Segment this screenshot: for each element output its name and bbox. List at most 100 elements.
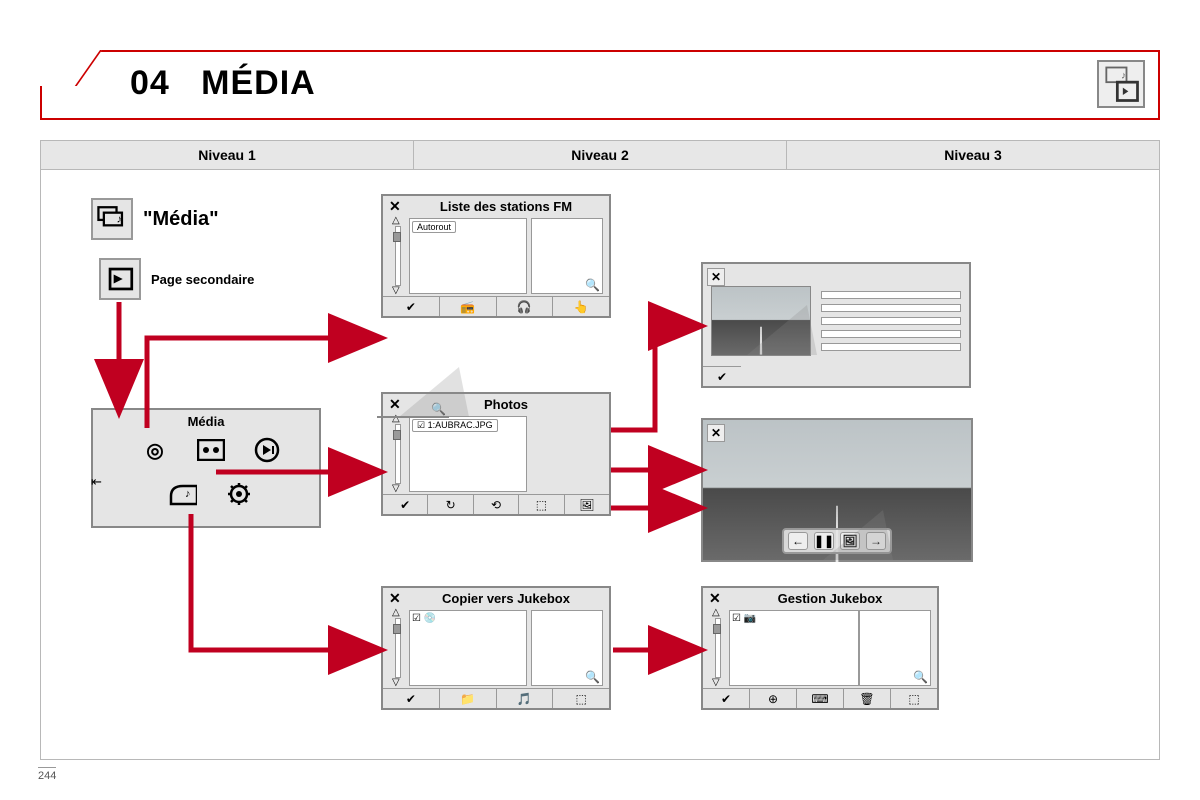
fm-btn-touch[interactable]: 👆: [553, 297, 609, 316]
info-panel[interactable]: ✕ ✔: [701, 262, 971, 388]
jb-btn-add[interactable]: ⊕: [750, 689, 797, 708]
copy-btn-music[interactable]: 🎵: [497, 689, 554, 708]
svg-text:♪: ♪: [117, 214, 122, 226]
scroll-thumb[interactable]: [713, 624, 721, 634]
copy-btn-confirm[interactable]: ✔: [383, 689, 440, 708]
secondary-page: Page secondaire: [99, 258, 254, 300]
fm-panel-title: Liste des stations FM: [409, 199, 603, 214]
scroll-down-icon[interactable]: ▽: [392, 286, 402, 296]
info-btn-confirm[interactable]: ✔: [703, 367, 741, 386]
close-icon[interactable]: ✕: [707, 424, 725, 442]
photos-btn-gallery[interactable]: 🖼: [565, 495, 609, 514]
chapter-title: 04 MÉDIA: [130, 64, 316, 103]
scroll-thumb[interactable]: [393, 232, 401, 242]
diagram-canvas: ♪ "Média" Page secondaire Média ⇤ ◎ ♪ ✕ …: [40, 170, 1160, 760]
close-icon[interactable]: ✕: [707, 268, 725, 286]
settings-icon[interactable]: [225, 481, 253, 507]
jukebox-buttons: ✔ ⊕ ⌨ 🗑 ⬚: [703, 688, 937, 708]
info-line: [821, 330, 961, 338]
viewer-next[interactable]: →: [866, 532, 886, 550]
jb-btn-rename[interactable]: ⌨: [797, 689, 844, 708]
scroll-up-icon[interactable]: △: [392, 216, 402, 226]
photos-btn-rotate[interactable]: ↻: [428, 495, 473, 514]
scroll-bar[interactable]: △ ▽: [391, 416, 403, 492]
fm-preview: 🔍: [531, 218, 603, 294]
fm-item-1[interactable]: Autorout: [412, 221, 456, 233]
hub-back-icon[interactable]: ⇤: [91, 474, 102, 490]
viewer-pause[interactable]: ❚❚: [814, 532, 834, 550]
fm-buttons: ✔ 📻 🎧 👆: [383, 296, 609, 316]
chapter-name: MÉDIA: [201, 64, 316, 102]
info-line: [821, 343, 961, 351]
secondary-page-icon: [99, 258, 141, 300]
radio-icon[interactable]: ◎: [141, 437, 169, 463]
scroll-thumb[interactable]: [393, 624, 401, 634]
scroll-down-icon[interactable]: ▽: [392, 484, 402, 494]
photos-list[interactable]: ☑ 1:AUBRAC.JPG: [409, 416, 527, 492]
scroll-bar[interactable]: △ ▽: [391, 610, 403, 686]
jb-btn-delete[interactable]: 🗑: [844, 689, 891, 708]
levels-header: Niveau 1 Niveau 2 Niveau 3: [40, 140, 1160, 170]
fm-panel[interactable]: ✕ Liste des stations FM △ ▽ Autorout 🔍 ✔…: [381, 194, 611, 318]
scroll-down-icon[interactable]: ▽: [392, 678, 402, 688]
magnify-icon[interactable]: 🔍: [585, 278, 600, 292]
copy-btn-folder[interactable]: 📁: [440, 689, 497, 708]
chapter-number: 04: [130, 64, 170, 102]
info-line: [821, 317, 961, 325]
jukebox-panel[interactable]: ✕ Gestion Jukebox △ ▽ ☑ 📷 🔍 ✔ ⊕ ⌨ 🗑 ⬚: [701, 586, 939, 710]
jukebox-panel-title: Gestion Jukebox: [729, 591, 931, 606]
jukebox-preview: 🔍: [859, 610, 931, 686]
copy-preview: 🔍: [531, 610, 603, 686]
level2-header: Niveau 2: [414, 141, 787, 169]
level1-header: Niveau 1: [41, 141, 414, 169]
info-line: [821, 291, 961, 299]
scroll-bar[interactable]: △ ▽: [711, 610, 723, 686]
fm-list[interactable]: Autorout: [409, 218, 527, 294]
info-fields: [821, 286, 961, 358]
scroll-bar[interactable]: △ ▽: [391, 218, 403, 294]
photos-icon[interactable]: [197, 437, 225, 463]
hub-title: Média: [93, 410, 319, 429]
jb-btn-select[interactable]: ⬚: [891, 689, 937, 708]
fm-btn-headphones[interactable]: 🎧: [497, 297, 554, 316]
photos-btn-rotate2[interactable]: ⟲: [474, 495, 519, 514]
magnify-icon[interactable]: 🔍: [431, 402, 446, 416]
photos-buttons: ✔ ↻ ⟲ ⬚ 🖼: [383, 494, 609, 514]
magnify-icon[interactable]: 🔍: [585, 670, 600, 684]
close-icon[interactable]: ✕: [389, 590, 401, 607]
fm-btn-radio[interactable]: 📻: [440, 297, 497, 316]
copy-list[interactable]: ☑ 💿: [409, 610, 527, 686]
play-icon[interactable]: [253, 437, 281, 463]
magnify-icon[interactable]: 🔍: [913, 670, 928, 684]
secondary-page-label: Page secondaire: [151, 272, 254, 287]
photos-panel[interactable]: ✕ Photos △ ▽ ☑ 1:AUBRAC.JPG 🔍 ✔ ↻ ⟲ ⬚ 🖼: [381, 392, 611, 516]
chapter-header: 04 MÉDIA: [40, 50, 1160, 120]
scroll-thumb[interactable]: [393, 430, 401, 440]
viewer-controls: ← ❚❚ 🖼 →: [782, 528, 892, 554]
svg-text:♪: ♪: [1121, 71, 1126, 82]
fullscreen-viewer[interactable]: ✕ ← ❚❚ 🖼 →: [701, 418, 973, 562]
media-icon: ♪: [91, 198, 133, 240]
photos-btn-select[interactable]: ⬚: [519, 495, 564, 514]
copy-btn-select[interactable]: ⬚: [553, 689, 609, 708]
photos-item-1[interactable]: ☑ 1:AUBRAC.JPG: [412, 419, 498, 432]
viewer-prev[interactable]: ←: [788, 532, 808, 550]
jukebox-list[interactable]: ☑ 📷: [729, 610, 859, 686]
scroll-up-icon[interactable]: △: [712, 608, 722, 618]
media-hub[interactable]: Média ⇤ ◎ ♪: [91, 408, 321, 528]
close-icon[interactable]: ✕: [389, 198, 401, 215]
svg-text:♪: ♪: [185, 488, 191, 500]
scroll-down-icon[interactable]: ▽: [712, 678, 722, 688]
info-line: [821, 304, 961, 312]
copy-panel[interactable]: ✕ Copier vers Jukebox △ ▽ ☑ 💿 🔍 ✔ 📁 🎵 ⬚: [381, 586, 611, 710]
viewer-gallery[interactable]: 🖼: [840, 532, 860, 550]
media-root-label: "Média": [143, 208, 219, 231]
info-buttons: ✔: [703, 366, 741, 386]
fm-btn-confirm[interactable]: ✔: [383, 297, 440, 316]
jb-btn-confirm[interactable]: ✔: [703, 689, 750, 708]
jukebox-icon[interactable]: ♪: [169, 481, 197, 507]
photos-btn-confirm[interactable]: ✔: [383, 495, 428, 514]
scroll-up-icon[interactable]: △: [392, 608, 402, 618]
page-number: 244: [38, 767, 56, 782]
close-icon[interactable]: ✕: [709, 590, 721, 607]
